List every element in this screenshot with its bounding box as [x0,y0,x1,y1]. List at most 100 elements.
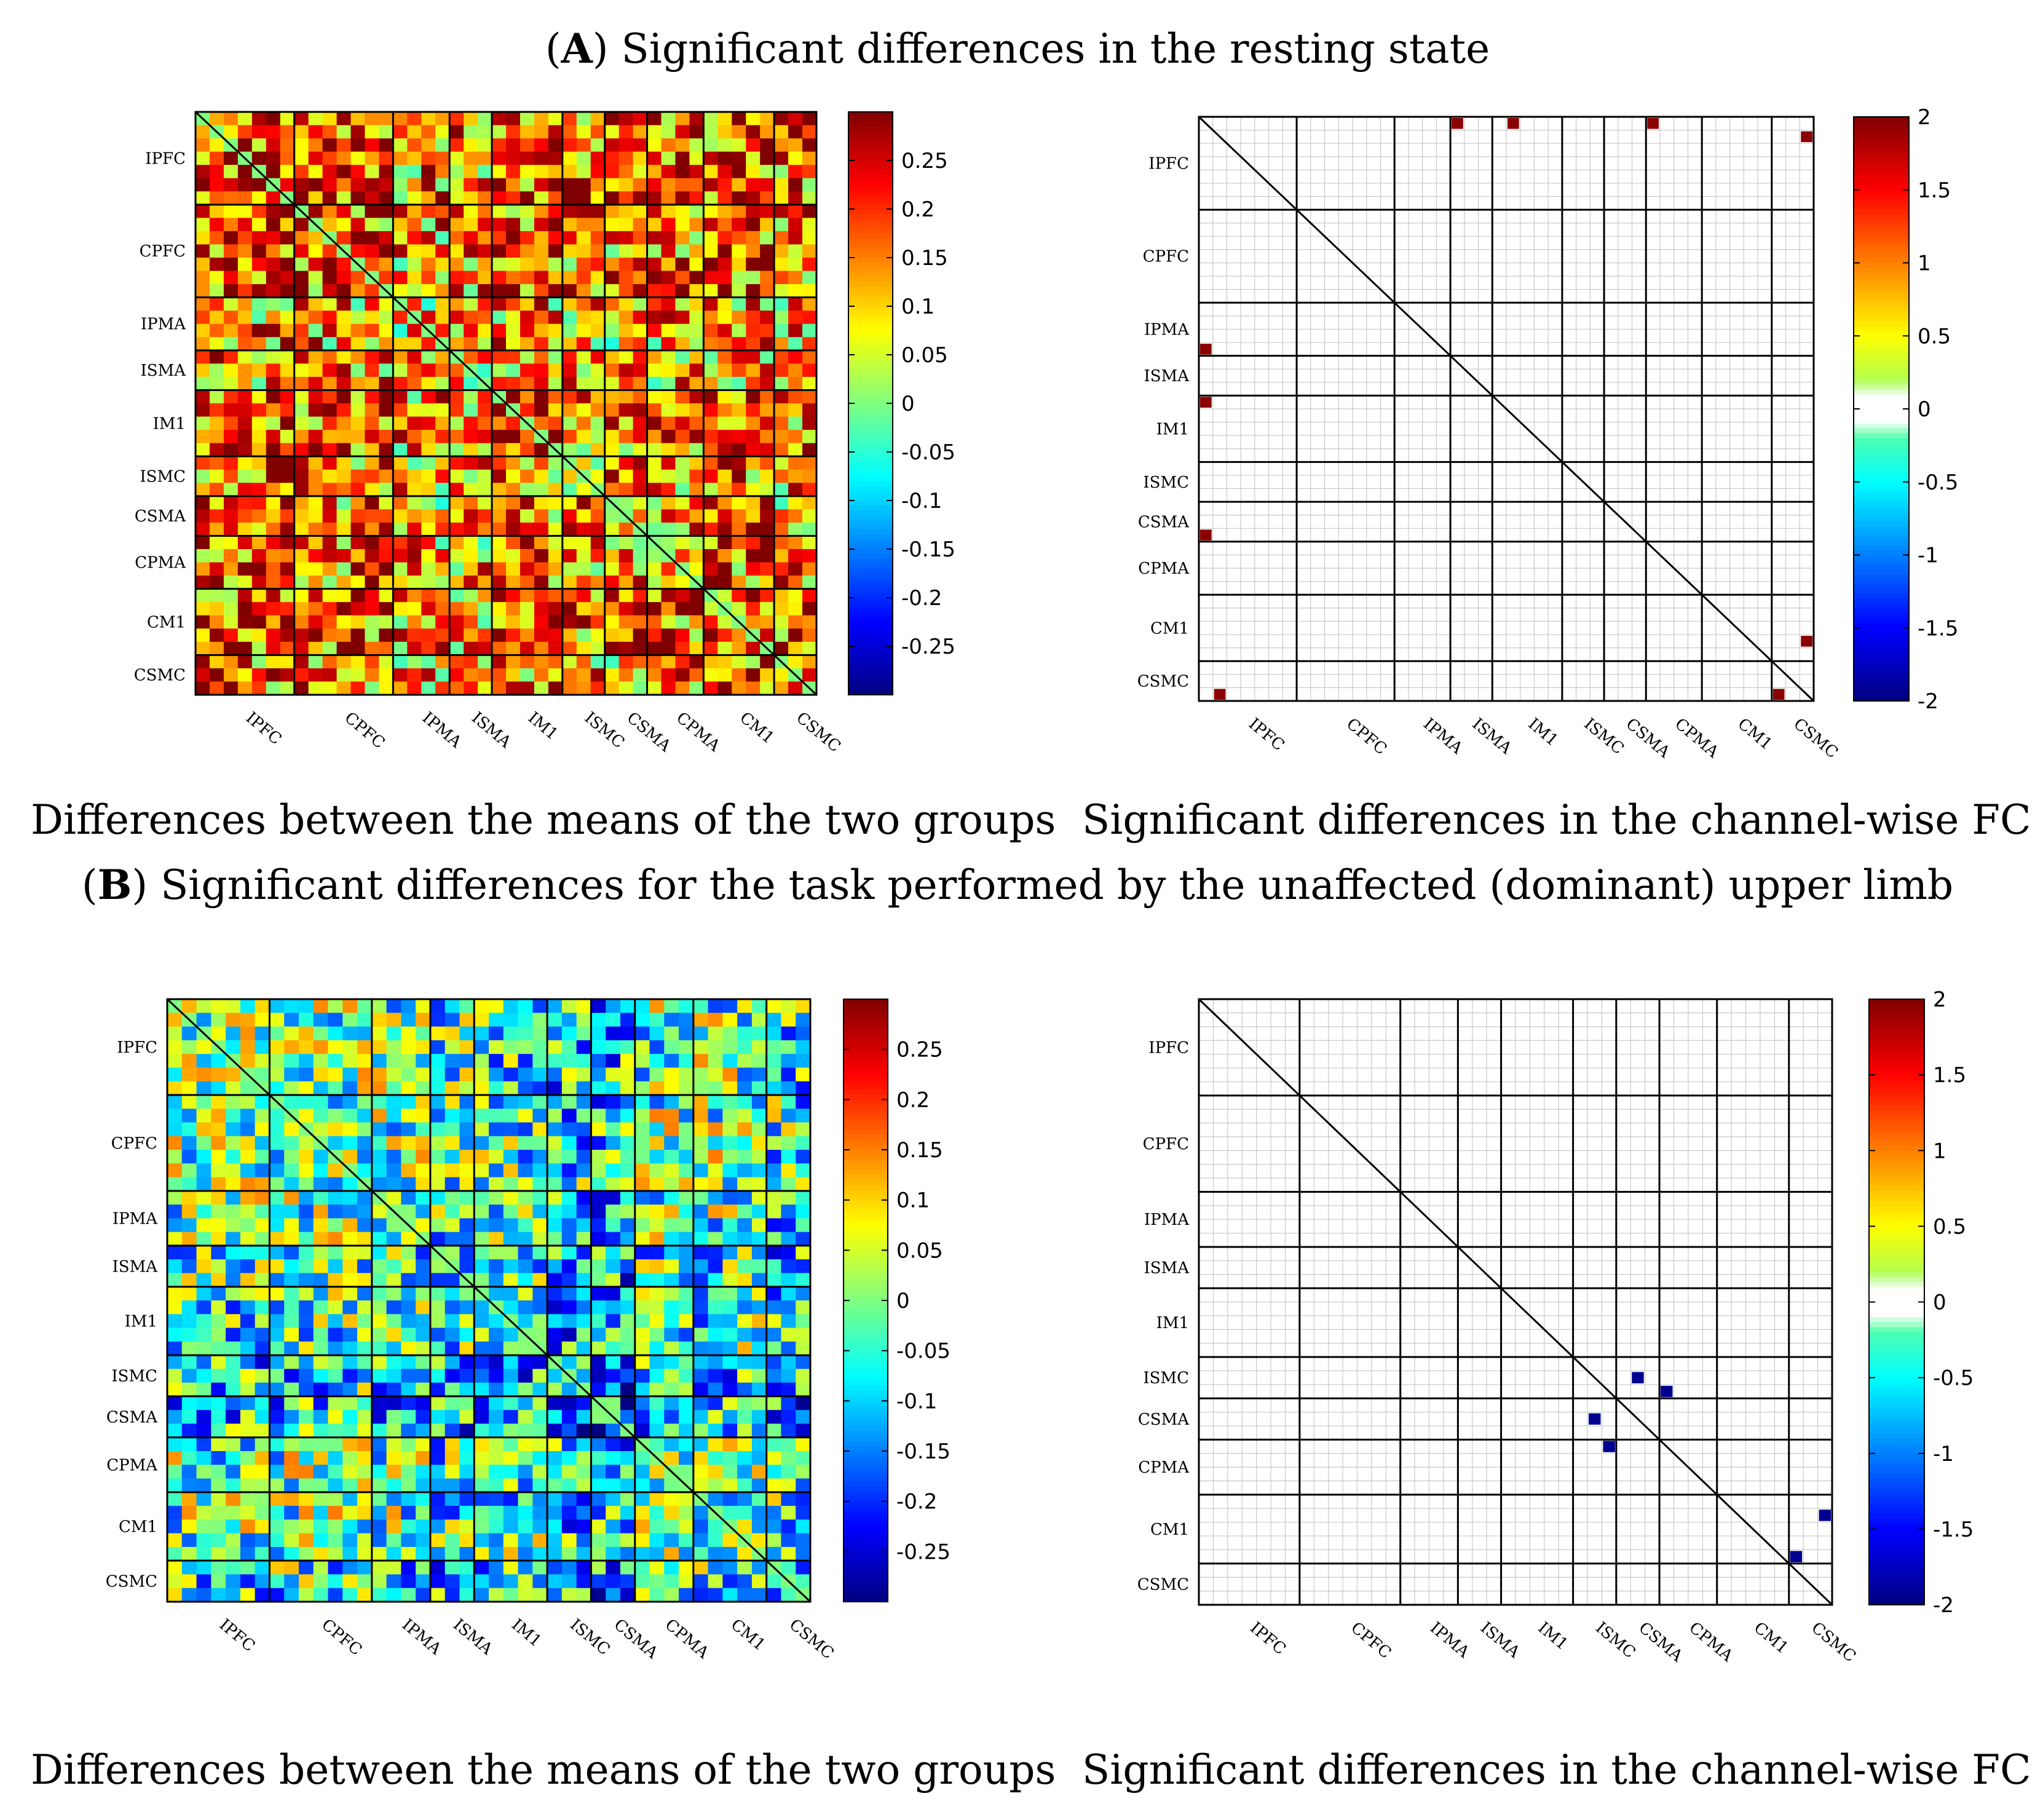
heatmap-cell [401,1451,416,1465]
heatmap-cell [365,403,379,417]
heatmap-cell [336,443,352,457]
heatmap-cell [313,1327,329,1342]
heatmap-cell [407,191,422,205]
heatmap-cell [746,588,761,603]
heatmap-cell [649,1396,665,1410]
colorbar-segment [844,1355,888,1361]
heatmap-cell [664,1561,679,1575]
heatmap-cell [240,1232,256,1246]
heatmap-cell [357,1067,373,1082]
heatmap-cell [708,1245,723,1260]
x-tick-label-csma: CSMA [1635,1618,1686,1666]
colorbar-segment [1854,199,1909,205]
heatmap-cell [561,1492,577,1506]
heatmap-cell [223,628,239,643]
heatmap-cell [562,204,577,218]
heatmap-cell [328,1177,343,1192]
heatmap-cell [421,536,436,550]
heatmap-cell [518,1163,533,1178]
heatmap-cell [547,1451,563,1465]
heatmap-cell [196,549,210,563]
heatmap-cell [237,416,253,430]
heatmap-cell [703,165,718,179]
heatmap-cell [464,588,478,603]
heatmap-cell [365,536,379,550]
region-block-lines [1199,117,1814,701]
heatmap-cell [350,125,366,139]
heatmap-cell [766,1451,782,1465]
heatmap-cell [774,536,789,550]
diagonal-line [1198,998,1833,1606]
heatmap-cell [766,1574,782,1589]
heatmap-cell [634,1355,650,1369]
colorbar-segment [848,398,893,404]
heatmap-cell [520,443,535,457]
heatmap-cell [590,337,606,351]
heatmap-cell [647,641,662,655]
heatmap-cell [266,363,281,378]
heatmap-cell [633,363,648,378]
heatmap-cell [209,602,224,616]
heatmap-cell [746,403,761,417]
heatmap-cell [802,509,817,523]
heatmap-cell [223,297,239,311]
heatmap-cell [416,1054,431,1068]
heatmap-cell [693,1369,709,1383]
heatmap-cell [181,1314,197,1329]
colorbar-segment [1869,1034,1924,1040]
heatmap-cell [679,1245,694,1260]
heatmap-cell [313,1259,329,1274]
heatmap-cell [393,628,408,643]
colorbar-segment [1869,1312,1924,1318]
heatmap-cell [737,1369,753,1383]
heatmap-cell [576,231,591,245]
colorbar-segment [1869,1407,1924,1414]
heatmap-cell [211,1218,226,1233]
heatmap-cell [664,1437,679,1452]
heatmap-cell [251,151,267,165]
heatmap-cell [196,138,210,152]
heatmap-cell [532,1574,548,1589]
heatmap-cell [746,363,761,378]
heatmap-cell [416,1492,431,1506]
heatmap-cell [647,628,662,643]
heatmap-cell [357,1122,373,1137]
colorbar-segment [844,1441,888,1447]
heatmap-cell [350,588,366,603]
heatmap-cell [284,1382,299,1397]
heatmap-cell [449,323,464,338]
heatmap-cell [647,218,662,232]
heatmap-cell [211,1205,226,1219]
heatmap-cell [308,151,323,165]
heatmap-cell [679,1081,694,1096]
colorbar-segment [848,170,893,176]
heatmap-cell [445,1163,460,1178]
heatmap-cell [620,1451,636,1465]
heatmap-cell [518,1314,533,1329]
heatmap-cell [209,456,224,470]
heatmap-cell [732,522,746,537]
heatmap-cell [606,1013,621,1027]
heatmap-cell [649,1561,665,1575]
heatmap-cell [421,165,436,179]
heatmap-cell [689,258,704,272]
heatmap-cell [649,1136,665,1150]
colorbar-tick-label: 0.1 [901,295,935,319]
heatmap-cell [576,363,591,378]
colorbar-segment [1869,1569,1924,1575]
heatmap-cell [492,323,507,338]
heatmap-cell [689,311,704,325]
colorbar-tick-label: -0.1 [901,489,942,513]
heatmap-cell [313,1382,329,1397]
heatmap-cell [591,1177,606,1192]
heatmap-cell [464,456,478,470]
heatmap-cell [350,496,366,510]
heatmap-cell [280,323,295,338]
heatmap-cell [269,1533,285,1548]
heatmap-cell [618,165,634,179]
heatmap-cell [788,323,803,338]
heatmap-cell [664,1054,679,1068]
heatmap-cell [618,668,634,682]
heatmap-cell [788,376,803,391]
heatmap-cell [445,1094,460,1109]
